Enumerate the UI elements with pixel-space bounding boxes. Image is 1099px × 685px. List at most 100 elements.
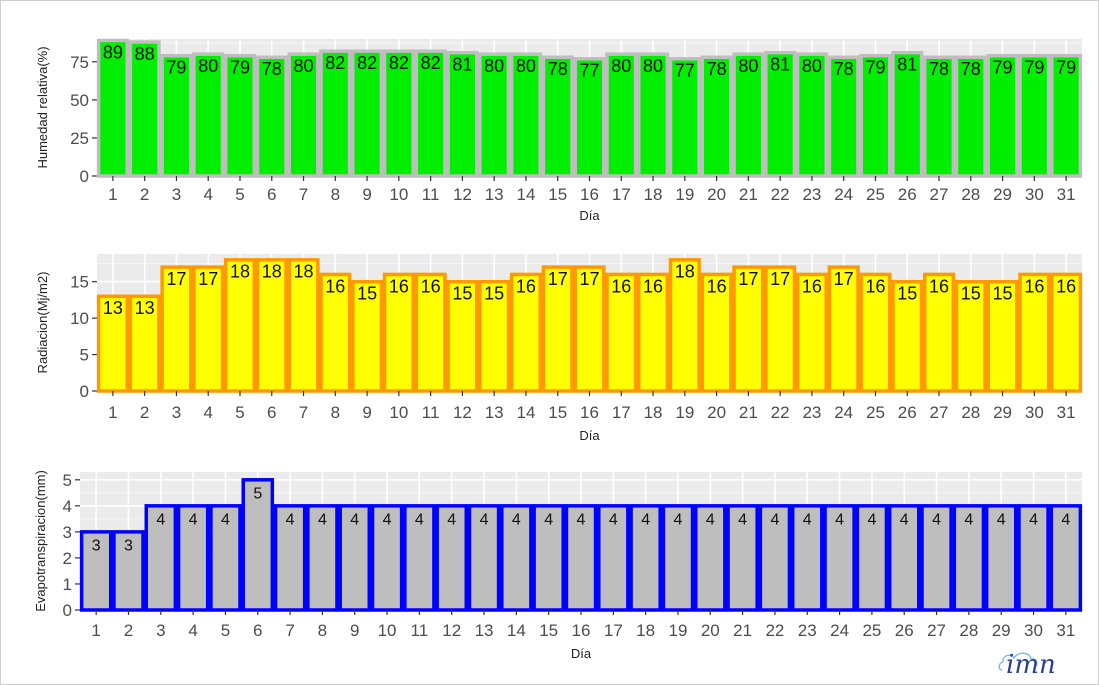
x-tick-label: 1 <box>108 403 117 422</box>
data-label: 4 <box>738 512 747 529</box>
x-tick-label: 13 <box>485 185 504 204</box>
x-axis-title: Día <box>579 428 600 443</box>
x-tick-label: 27 <box>930 185 949 204</box>
data-label: 18 <box>294 262 314 282</box>
data-label: 13 <box>103 298 123 318</box>
x-tick-label: 19 <box>675 403 694 422</box>
bar-day-24 <box>827 55 860 178</box>
data-label: 4 <box>189 512 198 529</box>
data-label: 4 <box>1061 512 1070 529</box>
x-tick-label: 21 <box>733 621 752 640</box>
x-tick-label: 12 <box>453 185 472 204</box>
x-tick-label: 2 <box>140 403 149 422</box>
data-label: 4 <box>350 512 359 529</box>
x-tick-label: 2 <box>140 185 149 204</box>
y-tick-label: 0 <box>80 382 89 401</box>
data-label: 78 <box>961 59 981 79</box>
bar-day-9 <box>351 279 384 393</box>
y-tick-label: 15 <box>70 273 89 292</box>
x-tick-label: 26 <box>895 621 914 640</box>
x-tick-label: 17 <box>612 185 631 204</box>
data-label: 16 <box>865 276 885 296</box>
data-label: 4 <box>900 512 909 529</box>
bar-day-3 <box>160 265 193 393</box>
bar-day-17 <box>605 52 638 178</box>
y-tick-label: 0 <box>80 167 89 186</box>
data-label: 80 <box>516 56 536 76</box>
data-label: 18 <box>230 262 250 282</box>
x-tick-label: 11 <box>422 403 440 422</box>
data-label: 4 <box>997 512 1006 529</box>
bar-day-4 <box>192 52 225 178</box>
data-label: 4 <box>964 512 973 529</box>
x-tick-label: 11 <box>422 185 440 204</box>
x-tick-label: 23 <box>802 185 821 204</box>
data-label: 81 <box>770 55 790 75</box>
data-label: 4 <box>706 512 715 529</box>
data-label: 79 <box>230 58 250 78</box>
data-label: 82 <box>389 53 409 73</box>
x-tick-label: 5 <box>235 403 244 422</box>
bar-day-26 <box>891 279 924 393</box>
x-tick-label: 4 <box>203 403 212 422</box>
x-tick-label: 17 <box>604 621 623 640</box>
y-tick-label: 0 <box>63 601 72 620</box>
bar-day-27 <box>922 55 956 178</box>
x-tick-label: 21 <box>739 403 758 422</box>
x-tick-label: 6 <box>253 621 262 640</box>
bar-day-28 <box>954 55 987 178</box>
x-tick-label: 14 <box>516 403 535 422</box>
x-tick-label: 8 <box>331 403 340 422</box>
x-tick-label: 31 <box>1056 621 1075 640</box>
x-tick-label: 27 <box>927 621 946 640</box>
x-tick-label: 22 <box>765 621 784 640</box>
x-tick-label: 21 <box>739 185 758 204</box>
y-axis-title: Humedad relativa(%) <box>35 46 50 168</box>
bar-day-26 <box>887 504 921 612</box>
x-axis-title: Día <box>571 646 592 661</box>
data-label: 82 <box>421 53 441 73</box>
x-tick-label: 15 <box>548 185 567 204</box>
data-label: 80 <box>484 56 504 76</box>
data-label: 4 <box>641 512 650 529</box>
data-label: 4 <box>577 512 586 529</box>
data-label: 88 <box>135 44 155 64</box>
data-label: 4 <box>803 512 812 529</box>
data-label: 17 <box>579 269 599 289</box>
data-label: 17 <box>166 269 186 289</box>
x-tick-label: 12 <box>453 403 472 422</box>
data-label: 16 <box>1056 276 1076 296</box>
bar-day-3 <box>144 504 178 612</box>
y-tick-label: 2 <box>63 549 72 568</box>
data-label: 16 <box>802 276 822 296</box>
x-tick-label: 30 <box>1024 621 1043 640</box>
x-tick-label: 13 <box>485 403 504 422</box>
bar-day-23 <box>790 504 824 612</box>
data-label: 79 <box>1056 58 1076 78</box>
x-tick-label: 29 <box>992 621 1011 640</box>
data-label: 16 <box>516 276 536 296</box>
x-tick-label: 18 <box>644 403 663 422</box>
data-label: 77 <box>675 61 695 81</box>
bar-day-1 <box>79 530 113 612</box>
x-tick-label: 6 <box>267 185 276 204</box>
bar-day-5 <box>209 504 242 612</box>
data-label: 15 <box>452 284 472 304</box>
bar-day-10 <box>370 504 404 612</box>
x-tick-label: 7 <box>299 403 308 422</box>
x-tick-label: 10 <box>389 403 408 422</box>
bar-day-20 <box>700 272 733 393</box>
x-tick-label: 10 <box>389 185 408 204</box>
bar-day-8 <box>319 49 352 178</box>
x-tick-label: 16 <box>572 621 591 640</box>
x-tick-label: 14 <box>516 185 535 204</box>
data-label: 4 <box>835 512 844 529</box>
data-label: 80 <box>611 56 631 76</box>
x-tick-label: 1 <box>108 185 117 204</box>
data-label: 13 <box>135 298 155 318</box>
x-tick-label: 5 <box>221 621 230 640</box>
